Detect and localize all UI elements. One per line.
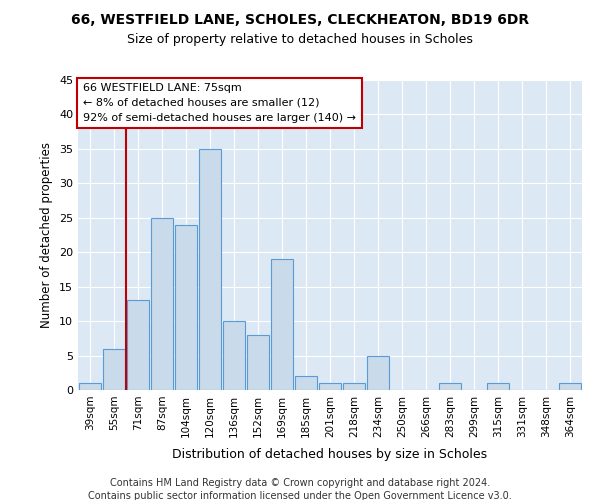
Bar bbox=[175, 224, 197, 390]
Bar bbox=[247, 335, 269, 390]
Bar bbox=[151, 218, 173, 390]
Y-axis label: Number of detached properties: Number of detached properties bbox=[40, 142, 53, 328]
Bar bbox=[295, 376, 317, 390]
Bar bbox=[199, 149, 221, 390]
Text: Contains HM Land Registry data © Crown copyright and database right 2024.: Contains HM Land Registry data © Crown c… bbox=[110, 478, 490, 488]
Bar bbox=[367, 356, 389, 390]
Text: 66, WESTFIELD LANE, SCHOLES, CLECKHEATON, BD19 6DR: 66, WESTFIELD LANE, SCHOLES, CLECKHEATON… bbox=[71, 12, 529, 26]
Bar bbox=[127, 300, 149, 390]
Bar bbox=[223, 321, 245, 390]
Bar bbox=[271, 259, 293, 390]
Bar bbox=[439, 383, 461, 390]
Bar bbox=[319, 383, 341, 390]
Bar bbox=[487, 383, 509, 390]
Bar bbox=[559, 383, 581, 390]
Text: Size of property relative to detached houses in Scholes: Size of property relative to detached ho… bbox=[127, 32, 473, 46]
X-axis label: Distribution of detached houses by size in Scholes: Distribution of detached houses by size … bbox=[172, 448, 488, 461]
Text: Contains public sector information licensed under the Open Government Licence v3: Contains public sector information licen… bbox=[88, 491, 512, 500]
Bar bbox=[103, 348, 125, 390]
Text: 66 WESTFIELD LANE: 75sqm
← 8% of detached houses are smaller (12)
92% of semi-de: 66 WESTFIELD LANE: 75sqm ← 8% of detache… bbox=[83, 83, 356, 122]
Bar bbox=[343, 383, 365, 390]
Bar bbox=[79, 383, 101, 390]
